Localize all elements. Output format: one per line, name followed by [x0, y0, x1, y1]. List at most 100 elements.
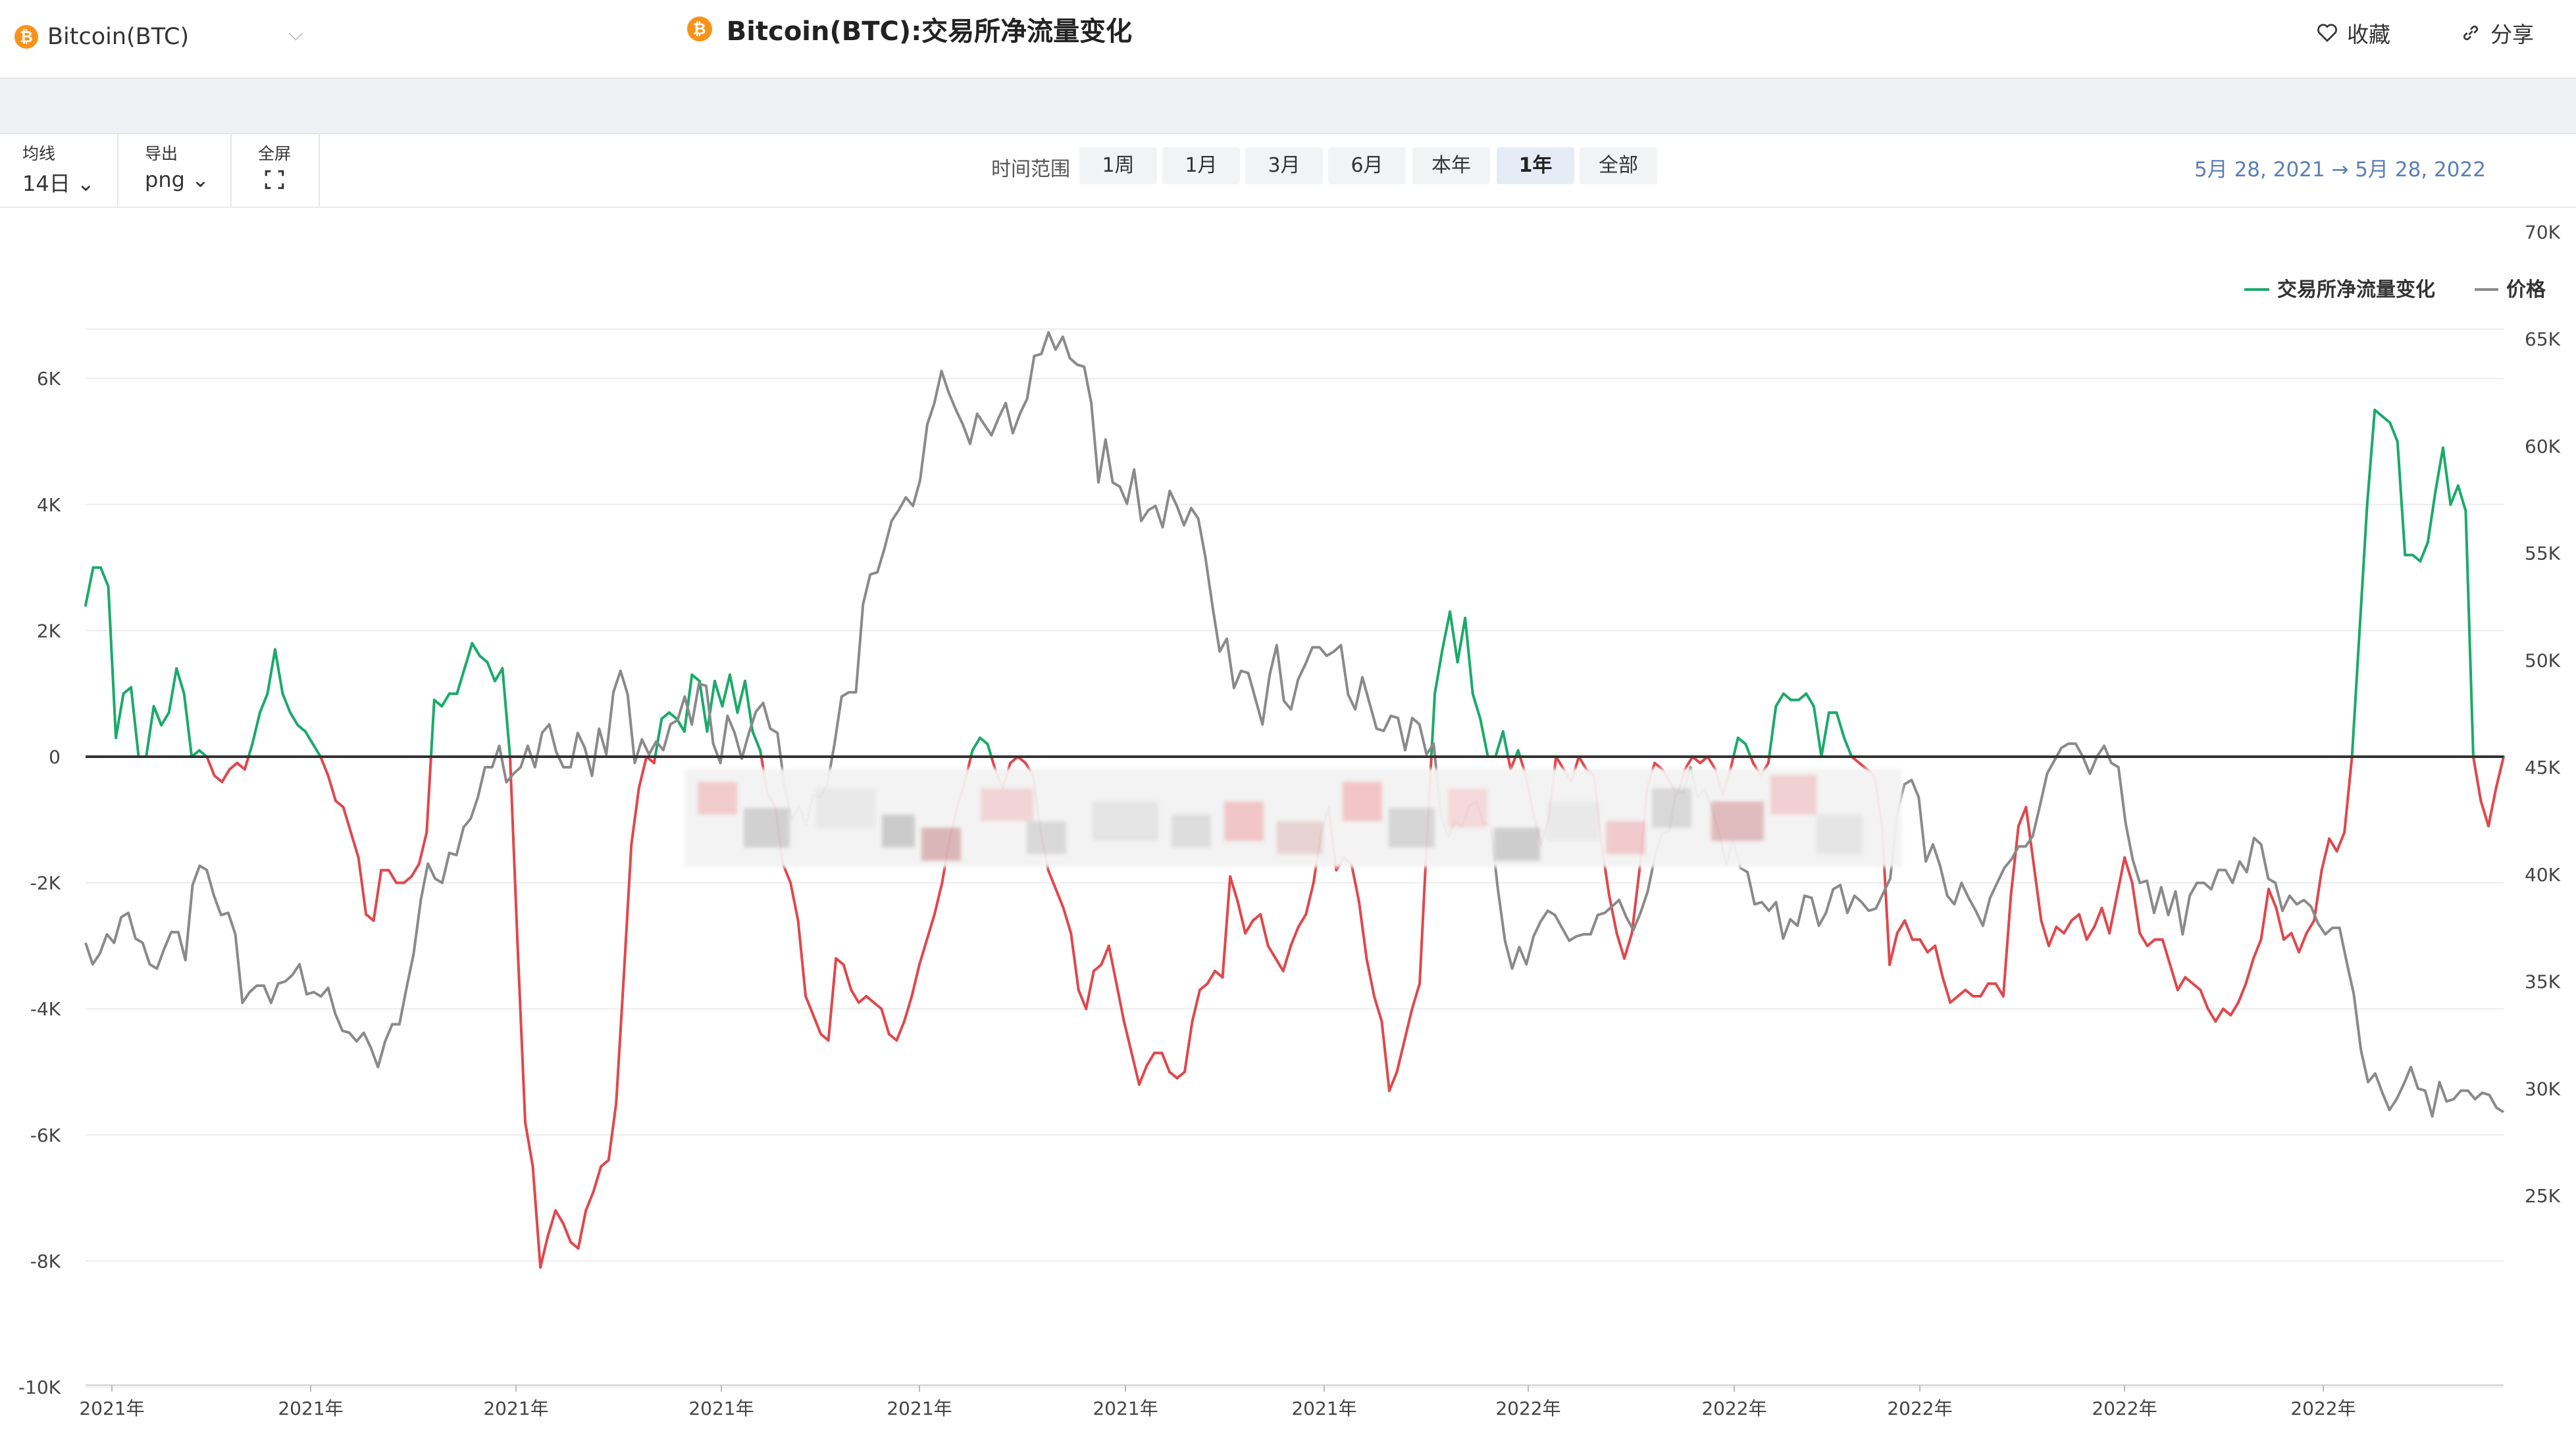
netflow-segment	[1805, 692, 1815, 708]
netflow-segment	[811, 1013, 823, 1036]
netflow-segment	[1638, 786, 1649, 872]
netflow-segment	[1858, 761, 1868, 771]
x-tick-label: 2022年	[1495, 1398, 1560, 1419]
netflow-segment	[1031, 774, 1043, 834]
range-button-1w[interactable]: 1周	[1079, 147, 1157, 184]
bitcoin-coin-icon: ₿	[14, 25, 38, 49]
netflow-segment	[182, 692, 193, 758]
netflow-segment	[933, 881, 944, 916]
top-bar: ₿ Bitcoin(BTC) ⌵ ₿ Bitcoin(BTC):交易所净流量变化…	[0, 0, 2576, 79]
netflow-segment	[1372, 995, 1383, 1023]
netflow-segment	[917, 938, 929, 967]
netflow-segment	[2449, 484, 2460, 506]
netflow-segment	[1100, 944, 1110, 967]
netflow-segment	[561, 1221, 573, 1244]
netflow-segment	[1661, 768, 1672, 784]
netflow-segment	[1183, 1020, 1194, 1073]
netflow-segment	[1585, 768, 1595, 777]
netflow-segment	[266, 648, 276, 696]
asset-selector[interactable]: ₿ Bitcoin(BTC)	[14, 18, 189, 55]
netflow-segment	[1888, 932, 1899, 967]
right-tick-label: 55K	[2525, 543, 2561, 565]
range-button-ytd[interactable]: 本年	[1412, 147, 1490, 184]
export-control[interactable]: 导出 png ⌄	[118, 134, 232, 207]
netflow-segment	[1926, 944, 1937, 953]
netflow-segment	[683, 673, 694, 733]
netflow-segment	[880, 1007, 890, 1036]
x-tick-label: 2021年	[483, 1398, 548, 1419]
netflow-segment	[2055, 925, 2065, 935]
netflow-segment	[440, 692, 451, 708]
netflow-segment	[1077, 988, 1088, 1011]
moving-average-control[interactable]: 均线 14日 ⌄	[0, 134, 118, 207]
netflow-segment	[2343, 755, 2354, 834]
netflow-segment	[600, 1159, 610, 1168]
left-axis-ticks: 6K 4K 2K 0 -2K -4K -6K -8K -10K	[18, 368, 61, 1398]
netflow-segment	[130, 686, 140, 758]
netflow-segment	[152, 705, 163, 727]
netflow-segment	[432, 698, 444, 708]
range-button-3m[interactable]: 3月	[1245, 147, 1323, 184]
netflow-segment	[2191, 982, 2202, 992]
netflow-segment	[865, 995, 875, 1004]
netflow-segment	[1592, 774, 1603, 847]
netflow-segment	[372, 869, 383, 923]
favorite-button[interactable]: 收藏	[2317, 17, 2390, 49]
netflow-segment	[577, 1209, 588, 1250]
netflow-segment	[2426, 490, 2437, 544]
range-button-all[interactable]: 全部	[1580, 147, 1657, 184]
chevron-down-icon[interactable]: ⌵	[288, 22, 303, 45]
netflow-segment	[1266, 944, 1277, 960]
netflow-segment	[1244, 919, 1254, 935]
x-axis-ticks: 2021年 2021年 2021年 2021年 2021年 2021年 2021年 2022年…	[79, 1384, 2504, 1419]
title-bitcoin-icon: ₿	[686, 16, 712, 41]
asset-name: Bitcoin(BTC)	[47, 24, 190, 50]
netflow-segment	[2184, 976, 2194, 985]
netflow-segment	[979, 736, 989, 746]
fullscreen-control[interactable]: 全屏	[232, 134, 320, 207]
ma-value[interactable]: 14日 ⌄	[22, 171, 95, 196]
fullscreen-icon[interactable]	[263, 168, 286, 191]
export-value[interactable]: png ⌄	[145, 167, 209, 192]
range-button-1m[interactable]: 1月	[1162, 147, 1240, 184]
netflow-segment	[1501, 730, 1510, 758]
netflow-segment	[2214, 1007, 2225, 1023]
netflow-segment	[319, 755, 330, 777]
netflow-segment	[2221, 1007, 2232, 1017]
netflow-segment	[243, 755, 250, 771]
netflow-segment	[1342, 856, 1353, 865]
date-range[interactable]: 5月 28, 2021 → 5月 28, 2022	[2194, 158, 2486, 182]
netflow-segment	[1630, 869, 1641, 935]
range-button-1y[interactable]: 1年	[1497, 147, 1574, 184]
range-button-6m[interactable]: 6月	[1328, 147, 1406, 184]
right-tick-label: 35K	[2525, 971, 2561, 993]
netflow-segment	[1736, 736, 1747, 746]
netflow-segment	[1054, 888, 1065, 909]
share-button[interactable]: 分享	[2460, 17, 2534, 49]
netflow-segment	[2123, 856, 2134, 884]
left-tick-label: 0	[49, 746, 61, 768]
netflow-segment	[1471, 692, 1482, 721]
netflow-segment	[2388, 421, 2399, 443]
netflow-segment	[1456, 617, 1467, 664]
x-tick-label: 2022年	[2092, 1398, 2157, 1419]
netflow-segment	[417, 830, 428, 865]
netflow-segment	[1895, 919, 1907, 935]
netflow-segment	[1494, 730, 1505, 758]
netflow-segment	[1744, 742, 1752, 758]
netflow-segment	[2199, 988, 2209, 1011]
netflow-segment	[1797, 692, 1808, 701]
right-tick-label: 70K	[2525, 221, 2561, 243]
netflow-segment	[1607, 894, 1618, 935]
netflow-segment	[1297, 913, 1308, 928]
netflow-segment	[667, 711, 679, 721]
netflow-segment	[2085, 925, 2096, 941]
netflow-segment	[220, 768, 231, 784]
netflow-segment	[2229, 1001, 2240, 1017]
netflow-segment	[1191, 988, 1202, 1023]
netflow-segment	[2328, 837, 2338, 853]
x-tick-label: 2022年	[2290, 1398, 2356, 1419]
netflow-segment	[630, 786, 640, 847]
price-series	[84, 331, 2505, 1118]
price-line	[84, 331, 2505, 1118]
